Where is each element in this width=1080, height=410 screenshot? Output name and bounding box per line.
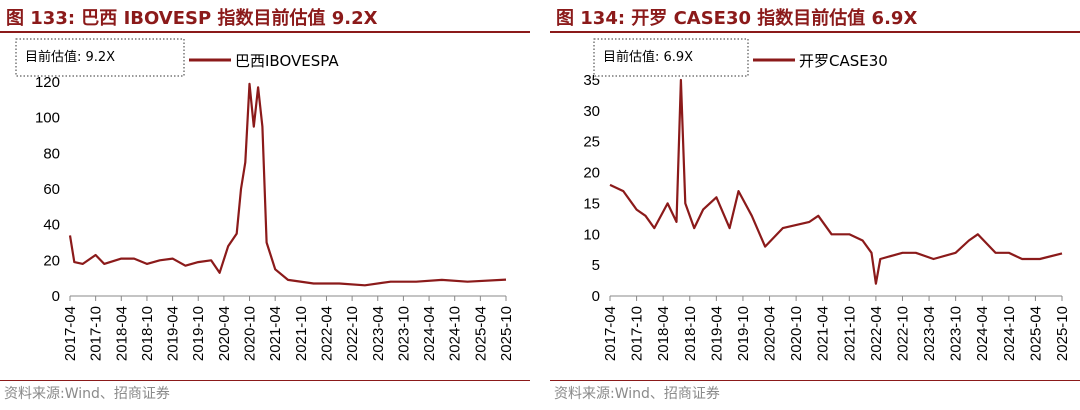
annotation-box	[593, 38, 749, 77]
y-tick-label: 10	[583, 226, 600, 243]
x-tick-label: 2025-10	[498, 306, 515, 361]
legend-label: 巴西IBOVESPA	[235, 52, 339, 70]
ibovespa-line-chart: 0 20 40 60 80 100 120 2017-04 2017-10 2018-04 2018…	[15, 38, 515, 361]
annotation-box	[15, 38, 185, 77]
x-tick-label: 2017-10	[88, 306, 105, 361]
x-tick-label: 2021-10	[841, 306, 858, 361]
x-tick-label: 2023-04	[921, 306, 938, 361]
y-tick-label: 0	[592, 288, 600, 305]
y-tick-label: 80	[43, 145, 60, 162]
x-tick-label: 2023-10	[395, 306, 412, 361]
x-tick-label: 2020-04	[216, 306, 233, 361]
x-tick-label: 2022-04	[868, 306, 885, 361]
source-note: 资料来源:Wind、招商证券	[4, 386, 170, 402]
x-tick-label: 2022-10	[894, 306, 911, 361]
x-tick-label: 2017-04	[602, 306, 619, 361]
y-tick-label: 15	[583, 195, 600, 212]
x-tick-label: 2021-04	[267, 306, 284, 361]
x-tick-label: 2021-04	[815, 306, 832, 361]
x-tick-label: 2020-10	[242, 306, 259, 361]
series-line	[609, 78, 1063, 285]
y-tick-label: 25	[583, 134, 600, 151]
x-tick-label: 2018-10	[139, 306, 156, 361]
x-tick-label: 2025-04	[1027, 306, 1044, 361]
current-valuation-annotation: 目前估值: 9.2X	[25, 49, 115, 65]
x-tick-label: 2022-10	[344, 306, 361, 361]
x-tick-label: 2019-10	[735, 306, 752, 361]
x-tick-label: 2024-10	[447, 306, 464, 361]
chart-panel-case30: 图 134: 开罗 CASE30 指数目前估值 6.9X 0 5 10 15 20 25 3…	[550, 0, 1080, 410]
x-tick-label: 2024-04	[974, 306, 991, 361]
x-tick-label: 2025-10	[1054, 306, 1071, 361]
x-tick-label: 2020-04	[762, 306, 779, 361]
x-tick-label: 2022-04	[318, 306, 335, 361]
x-tick-label: 2023-04	[370, 306, 387, 361]
x-tick-label: 2021-10	[293, 306, 310, 361]
x-tick-label: 2025-04	[472, 306, 489, 361]
x-tick-label: 2019-04	[165, 306, 182, 361]
figure-title: 图 133: 巴西 IBOVESP 指数目前估值 9.2X	[6, 8, 378, 29]
x-tick-label: 2018-04	[113, 306, 130, 361]
legend-label: 开罗CASE30	[799, 52, 888, 70]
source-divider	[0, 380, 530, 381]
x-tick-label: 2024-04	[421, 306, 438, 361]
y-tick-label: 20	[43, 252, 60, 269]
y-tick-label: 20	[583, 165, 600, 182]
x-tick-label: 2018-04	[655, 306, 672, 361]
y-tick-label: 40	[43, 217, 60, 234]
source-note: 资料来源:Wind、招商证券	[554, 386, 720, 402]
x-tick-label: 2019-04	[708, 306, 725, 361]
source-divider	[550, 380, 1080, 381]
title-divider	[0, 31, 530, 33]
y-tick-label: 0	[52, 288, 60, 305]
y-tick-label: 100	[35, 110, 60, 127]
y-tick-label: 120	[35, 74, 60, 91]
current-valuation-annotation: 目前估值: 6.9X	[603, 49, 693, 65]
y-tick-label: 30	[583, 103, 600, 120]
x-tick-label: 2017-10	[629, 306, 646, 361]
figure-title: 图 134: 开罗 CASE30 指数目前估值 6.9X	[556, 8, 918, 29]
series-line	[68, 82, 507, 287]
x-tick-label: 2020-10	[788, 306, 805, 361]
x-tick-label: 2023-10	[948, 306, 965, 361]
x-tick-label: 2018-10	[682, 306, 699, 361]
title-divider	[550, 31, 1080, 33]
y-tick-label: 60	[43, 181, 60, 198]
x-tick-label: 2017-04	[62, 306, 79, 361]
chart-panel-ibovespa: 图 133: 巴西 IBOVESP 指数目前估值 9.2X 0 20 40 60 80 1…	[0, 0, 530, 410]
y-tick-label: 5	[592, 257, 600, 274]
x-tick-label: 2019-10	[190, 306, 207, 361]
x-tick-label: 2024-10	[1001, 306, 1018, 361]
